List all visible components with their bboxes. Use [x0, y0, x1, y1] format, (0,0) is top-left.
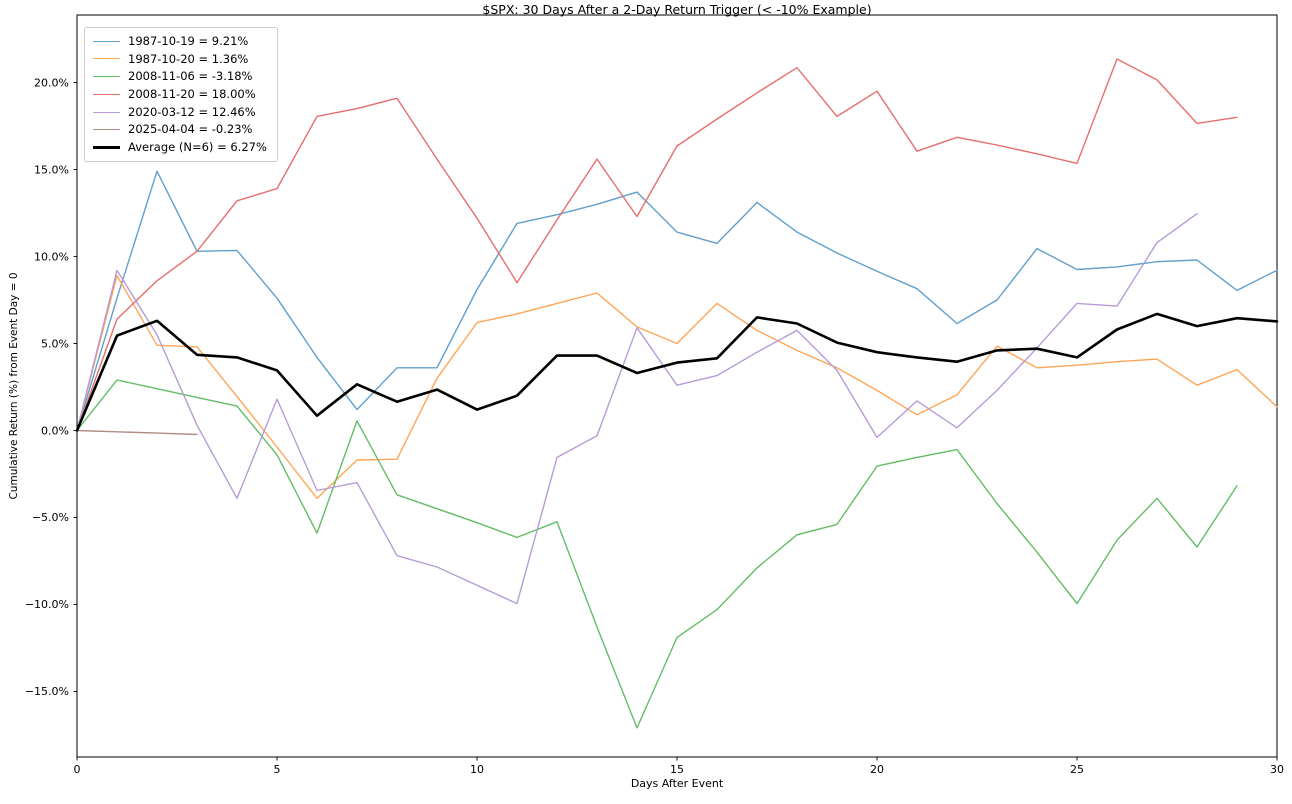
y-tick-label: −10.0%	[25, 598, 69, 611]
y-tick-label: 5.0%	[41, 337, 69, 350]
x-axis-label: Days After Event	[630, 777, 724, 790]
legend-line-swatch	[93, 145, 120, 149]
legend-line-swatch	[93, 129, 120, 131]
legend-entry-1: 1987-10-20 = 1.36%	[93, 52, 267, 67]
legend-line-swatch	[93, 93, 120, 95]
legend-line-swatch	[93, 76, 120, 78]
y-tick-label: −15.0%	[25, 685, 69, 698]
y-tick-label: −5.0%	[32, 511, 69, 524]
series-line-0	[76, 170, 1278, 432]
legend: 1987-10-19 = 9.21% 1987-10-20 = 1.36% 2008…	[84, 27, 278, 162]
legend-line-swatch	[93, 111, 120, 113]
legend-entry-5: 2025-04-04 = -0.23%	[93, 122, 267, 137]
y-axis-label: Cumulative Return (%) from Event Day = 0	[8, 272, 20, 500]
legend-label: 2008-11-06 = -3.18%	[128, 69, 253, 84]
series-line-4	[76, 212, 1198, 605]
legend-entry-4: 2020-03-12 = 12.46%	[93, 105, 267, 120]
legend-label: 1987-10-20 = 1.36%	[128, 51, 249, 66]
x-tick-label: 15	[670, 763, 684, 776]
legend-entry-3: 2008-11-20 = 18.00%	[93, 87, 267, 102]
legend-label: 2008-11-20 = 18.00%	[128, 87, 256, 102]
legend-line-swatch	[93, 58, 120, 60]
series-line-1	[76, 274, 1278, 499]
x-tick-label: 30	[1270, 763, 1284, 776]
legend-entry-2: 2008-11-06 = -3.18%	[93, 69, 267, 84]
x-tick-label: 10	[470, 763, 484, 776]
chart-title: $SPX: 30 Days After a 2-Day Return Trigg…	[482, 2, 872, 17]
x-tick-label: 20	[870, 763, 884, 776]
legend-entry-6: Average (N=6) = 6.27%	[93, 140, 267, 155]
legend-label: 2025-04-04 = -0.23%	[128, 122, 253, 137]
series-line-3	[76, 58, 1238, 432]
series-line-2	[76, 379, 1238, 729]
legend-entry-0: 1987-10-19 = 9.21%	[93, 34, 267, 49]
series-line-5	[76, 429, 198, 436]
legend-label: 2020-03-12 = 12.46%	[128, 104, 256, 119]
x-tick-label: 25	[1070, 763, 1084, 776]
x-tick-label: 5	[274, 763, 281, 776]
y-tick-label: 15.0%	[34, 163, 69, 176]
x-tick-label: 0	[74, 763, 81, 776]
y-tick-label: 20.0%	[34, 76, 69, 89]
y-tick-label: 0.0%	[41, 424, 69, 437]
legend-line-swatch	[93, 40, 120, 42]
legend-label: Average (N=6) = 6.27%	[128, 140, 267, 155]
legend-label: 1987-10-19 = 9.21%	[128, 34, 249, 48]
series-line-6	[75, 312, 1279, 432]
y-tick-label: 10.0%	[34, 250, 69, 263]
